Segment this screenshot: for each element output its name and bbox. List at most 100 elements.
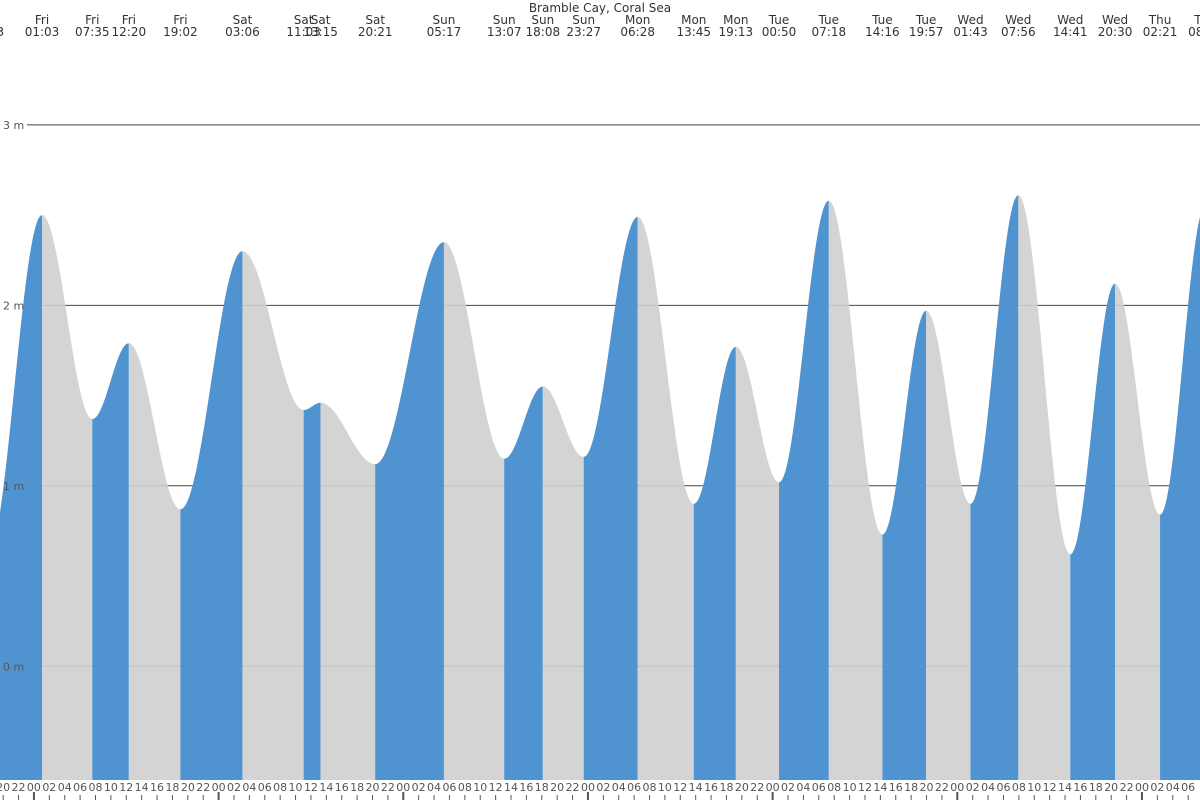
x-tick-label: 14 — [135, 781, 149, 794]
x-tick-label: 18 — [1089, 781, 1103, 794]
extreme-day: Tue — [871, 13, 893, 27]
extreme-time: 19:13 — [719, 25, 754, 39]
extreme-time: 17:53 — [0, 25, 4, 39]
extreme-time: 03:06 — [225, 25, 260, 39]
x-tick-label: 12 — [858, 781, 872, 794]
x-tick-label: 06 — [1181, 781, 1195, 794]
x-tick-label: 14 — [873, 781, 887, 794]
x-tick-label: 20 — [920, 781, 934, 794]
extreme-day: Sat — [233, 13, 253, 27]
x-tick-label: 20 — [366, 781, 380, 794]
falling-tide — [542, 386, 584, 780]
x-tick-label: 00 — [27, 781, 41, 794]
extreme-day: Wed — [1005, 13, 1031, 27]
extreme-day: Thu — [1193, 13, 1200, 27]
rising-tide — [180, 251, 243, 781]
x-tick-label: 10 — [289, 781, 303, 794]
x-tick-label: 08 — [273, 781, 287, 794]
x-tick-label: 02 — [1150, 781, 1164, 794]
x-tick-label: 16 — [519, 781, 533, 794]
extreme-time: 14:41 — [1053, 25, 1088, 39]
falling-tide — [42, 215, 93, 780]
falling-tide — [926, 310, 971, 780]
extreme-day: Sun — [433, 13, 456, 27]
x-tick-label: 00 — [1135, 781, 1149, 794]
rising-tide — [882, 310, 927, 780]
x-tick-label: 16 — [335, 781, 349, 794]
extreme-day: Sun — [572, 13, 595, 27]
x-tick-label: 14 — [689, 781, 703, 794]
extreme-day: Fri — [35, 13, 49, 27]
extreme-day: Wed — [1057, 13, 1083, 27]
x-tick-label: 00 — [766, 781, 780, 794]
rising-tide — [1160, 217, 1200, 780]
x-tick-label: 00 — [212, 781, 226, 794]
extreme-time: 14:16 — [865, 25, 900, 39]
extreme-time: 01:03 — [25, 25, 60, 39]
x-tick-label: 10 — [843, 781, 857, 794]
x-tick-label: 20 — [550, 781, 564, 794]
extreme-time: 05:17 — [427, 25, 462, 39]
rising-tide — [970, 195, 1019, 781]
extreme-time: 02:21 — [1143, 25, 1178, 39]
falling-tide — [637, 216, 694, 780]
extreme-day: Mon — [723, 13, 748, 27]
extreme-day: Tue — [915, 13, 937, 27]
x-tick-label: 22 — [750, 781, 764, 794]
falling-tide — [735, 346, 780, 780]
x-tick-label: 02 — [966, 781, 980, 794]
x-tick-label: 10 — [658, 781, 672, 794]
rising-tide — [92, 343, 129, 780]
x-tick-label: 08 — [88, 781, 102, 794]
x-tick-label: 06 — [996, 781, 1010, 794]
x-tick-label: 14 — [319, 781, 333, 794]
extreme-time: 19:57 — [909, 25, 944, 39]
x-tick-label: 22 — [381, 781, 395, 794]
extreme-time: 07:35 — [75, 25, 110, 39]
x-tick-label: 08 — [643, 781, 657, 794]
x-tick-label: 20 — [735, 781, 749, 794]
extreme-time: 07:18 — [812, 25, 847, 39]
extreme-day: Tue — [768, 13, 790, 27]
extreme-day: Wed — [957, 13, 983, 27]
x-tick-label: 04 — [1166, 781, 1180, 794]
x-tick-label: 02 — [412, 781, 426, 794]
x-tick-label: 22 — [566, 781, 580, 794]
x-tick-label: 10 — [104, 781, 118, 794]
x-tick-label: 00 — [950, 781, 964, 794]
x-tick-label: 12 — [489, 781, 503, 794]
x-tick-label: 16 — [704, 781, 718, 794]
x-tick-label: 08 — [827, 781, 841, 794]
extreme-day: Sat — [311, 13, 331, 27]
extreme-time: 07:56 — [1001, 25, 1036, 39]
extreme-day: Mon — [681, 13, 706, 27]
x-tick-label: 18 — [350, 781, 364, 794]
rising-tide — [583, 216, 638, 780]
x-tick-label: 06 — [442, 781, 456, 794]
extreme-day: Fri — [173, 13, 187, 27]
rising-tide — [504, 386, 543, 780]
falling-tide — [320, 402, 376, 780]
rising-tide — [375, 242, 444, 780]
extreme-time: 11:03 — [286, 25, 321, 39]
x-tick-label: 04 — [427, 781, 441, 794]
extreme-time: 00:50 — [762, 25, 797, 39]
rising-tide — [693, 346, 736, 780]
x-tick-label: 22 — [1120, 781, 1134, 794]
rising-tide — [0, 215, 43, 780]
x-tick-label: 18 — [165, 781, 179, 794]
x-tick-label: 06 — [258, 781, 272, 794]
x-tick-label: 12 — [304, 781, 318, 794]
extreme-day: Sun — [531, 13, 554, 27]
x-tick-label: 20 — [0, 781, 10, 794]
x-tick-label: 04 — [981, 781, 995, 794]
x-tick-label: 22 — [196, 781, 210, 794]
x-tick-label: 20 — [181, 781, 195, 794]
extreme-time: 19:02 — [163, 25, 198, 39]
extreme-time: 18:08 — [526, 25, 561, 39]
extreme-time: 06:28 — [620, 25, 655, 39]
labels: 0 m1 m2 m3 mThu17:53Fri01:03Fri07:35Fri1… — [0, 13, 1200, 800]
x-tick-label: 18 — [719, 781, 733, 794]
extreme-time: 13:07 — [487, 25, 522, 39]
falling-tide — [128, 343, 181, 780]
